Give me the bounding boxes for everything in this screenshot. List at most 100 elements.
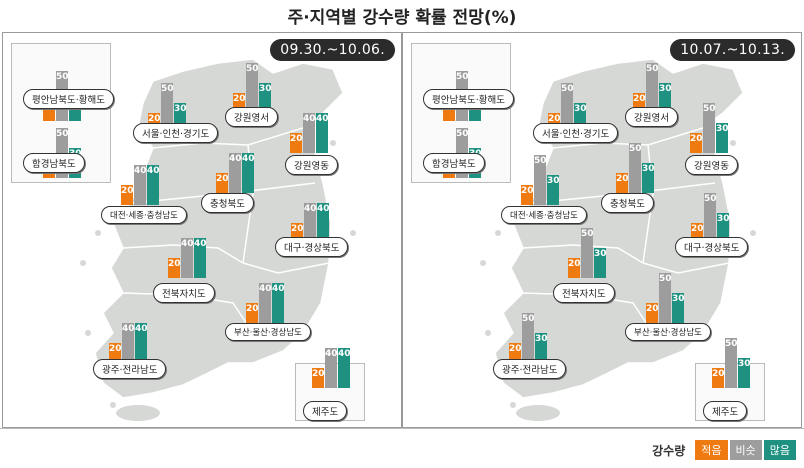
bar-daejeon-sejong-chungnam-low: 20 (521, 185, 534, 205)
bar-jeonbuk-mid: 50 (581, 228, 594, 278)
bar-jeonbuk-high: 30 (594, 248, 607, 278)
bar-busan-ulsan-gyeongnam-mid: 50 (659, 273, 672, 323)
bar-daegu-gyeongbuk-high: 40 (317, 203, 330, 243)
page-title: 주·지역별 강수량 확률 전망(%) (287, 8, 517, 28)
date-range-tag: 09.30.~10.06. (270, 39, 395, 61)
bar-jeonbuk-low: 20 (168, 258, 181, 278)
legend: 강수량 적음 비슷 많음 (652, 440, 796, 460)
region-label-gangwon-yeongdong: 강원영동 (685, 155, 738, 175)
bar-chungbuk-mid: 40 (229, 153, 242, 193)
bar-chungbuk-mid: 50 (629, 143, 642, 193)
region-label-jeju: 제주도 (703, 401, 748, 421)
island-shape (330, 140, 336, 146)
island-shape (480, 260, 486, 266)
island-shape (750, 230, 756, 236)
bar-gangwon-yeongseo-high: 30 (659, 83, 672, 113)
legend-title: 강수량 (652, 443, 686, 458)
island-shape (110, 402, 116, 408)
region-label-seoul-incheon-gyeonggi: 서울·인천·경기도 (533, 123, 619, 143)
bar-busan-ulsan-gyeongnam-low: 20 (646, 303, 659, 323)
region-label-chungbuk: 충청북도 (601, 193, 654, 213)
island-shape (95, 230, 101, 236)
jeju-island-shape (516, 405, 560, 421)
bar-gwangju-jeonnam-high: 30 (535, 333, 548, 363)
bar-jeju-low: 20 (312, 368, 325, 388)
region-label-gwangju-jeonnam: 광주·전라남도 (493, 359, 567, 379)
region-label-busan-ulsan-gyeongnam: 부산·울산·경상남도 (225, 323, 311, 341)
bar-jeju-low: 20 (712, 368, 725, 388)
region-label-chungbuk: 충청북도 (201, 193, 254, 213)
map-panel-week1: 09.30.~10.06.205030평안남북도·황해도205030함경남북도2… (2, 32, 402, 428)
bar-chungbuk-low: 20 (616, 173, 629, 193)
jeju-island-shape (116, 405, 160, 421)
bar-gwangju-jeonnam-mid: 40 (122, 323, 135, 363)
region-label-daegu-gyeongbuk: 대구·경상북도 (675, 237, 749, 257)
bar-chungbuk-low: 20 (216, 173, 229, 193)
island-shape (485, 330, 491, 336)
date-range-tag: 10.07.~10.13. (670, 39, 795, 61)
bar-daegu-gyeongbuk-high: 30 (717, 213, 730, 243)
region-label-hamgyong: 함경남북도 (23, 153, 85, 173)
region-label-pyongan-hwanghae: 평안남북도·황해도 (23, 89, 114, 109)
bar-jeju-mid: 40 (325, 348, 338, 388)
bar-chungbuk-high: 30 (642, 163, 655, 193)
bar-daejeon-sejong-chungnam-low: 20 (121, 185, 134, 205)
divider (0, 428, 804, 429)
bar-jeju-high: 30 (738, 358, 751, 388)
bar-gwangju-jeonnam-low: 20 (509, 343, 522, 363)
bar-gangwon-yeongdong-low: 20 (290, 133, 303, 153)
region-label-gwangju-jeonnam: 광주·전라남도 (93, 359, 167, 379)
province-border (642, 262, 730, 274)
legend-item-similar: 비슷 (729, 440, 762, 460)
bar-gangwon-yeongdong-mid: 50 (703, 103, 716, 153)
bar-gangwon-yeongdong-low: 20 (690, 133, 703, 153)
bar-daejeon-sejong-chungnam-mid: 40 (134, 165, 147, 205)
island-shape (495, 230, 501, 236)
region-label-jeju: 제주도 (303, 401, 348, 421)
region-label-busan-ulsan-gyeongnam: 부산·울산·경상남도 (625, 323, 711, 341)
legend-item-high: 많음 (763, 440, 796, 460)
region-label-daegu-gyeongbuk: 대구·경상북도 (275, 237, 349, 257)
province-border (522, 244, 644, 264)
bar-gangwon-yeongdong-high: 30 (716, 123, 729, 153)
bar-daegu-gyeongbuk-mid: 40 (304, 203, 317, 243)
region-label-daejeon-sejong-chungnam: 대전·세종·충청남도 (501, 206, 587, 224)
province-border (642, 144, 654, 264)
bar-jeju-mid: 50 (725, 338, 738, 388)
province-border (552, 127, 704, 149)
island-shape (730, 140, 736, 146)
bar-gwangju-jeonnam-high: 40 (135, 323, 148, 363)
bar-jeonbuk-low: 20 (568, 258, 581, 278)
bar-jeonbuk-mid: 40 (181, 238, 194, 278)
island-shape (80, 260, 86, 266)
legend-item-low: 적음 (695, 440, 728, 460)
bar-seoul-incheon-gyeonggi-mid: 50 (561, 83, 574, 133)
bar-busan-ulsan-gyeongnam-high: 30 (672, 293, 685, 323)
island-shape (510, 402, 516, 408)
bar-gangwon-yeongseo-high: 30 (259, 83, 272, 113)
region-label-gangwon-yeongseo: 강원영서 (225, 107, 278, 127)
bar-gangwon-yeongseo-mid: 50 (646, 63, 659, 113)
bar-jeju-high: 40 (338, 348, 351, 388)
region-label-jeonbuk: 전북자치도 (153, 283, 215, 303)
region-label-gangwon-yeongseo: 강원영서 (625, 107, 678, 127)
bar-busan-ulsan-gyeongnam-mid: 40 (259, 283, 272, 323)
bar-gangwon-yeongdong-mid: 40 (303, 113, 316, 153)
region-label-daejeon-sejong-chungnam: 대전·세종·충청남도 (101, 206, 187, 224)
region-label-pyongan-hwanghae: 평안남북도·황해도 (423, 89, 514, 109)
province-border (242, 262, 330, 274)
bar-chungbuk-high: 40 (242, 153, 255, 193)
bar-daejeon-sejong-chungnam-mid: 50 (534, 155, 547, 205)
region-label-gangwon-yeongdong: 강원영동 (285, 155, 338, 175)
bar-gwangju-jeonnam-low: 20 (109, 343, 122, 363)
bar-daejeon-sejong-chungnam-high: 30 (547, 175, 560, 205)
bar-daejeon-sejong-chungnam-high: 40 (147, 165, 160, 205)
bar-gwangju-jeonnam-mid: 50 (522, 313, 535, 363)
bar-seoul-incheon-gyeonggi-mid: 50 (161, 83, 174, 133)
bar-gangwon-yeongseo-mid: 50 (246, 63, 259, 113)
map-panel-week2: 10.07.~10.13.205030평안남북도·황해도205030함경남북도2… (402, 32, 802, 428)
bar-busan-ulsan-gyeongnam-high: 40 (272, 283, 285, 323)
region-label-seoul-incheon-gyeonggi: 서울·인천·경기도 (133, 123, 219, 143)
bar-gangwon-yeongdong-high: 40 (316, 113, 329, 153)
region-label-jeonbuk: 전북자치도 (553, 283, 615, 303)
